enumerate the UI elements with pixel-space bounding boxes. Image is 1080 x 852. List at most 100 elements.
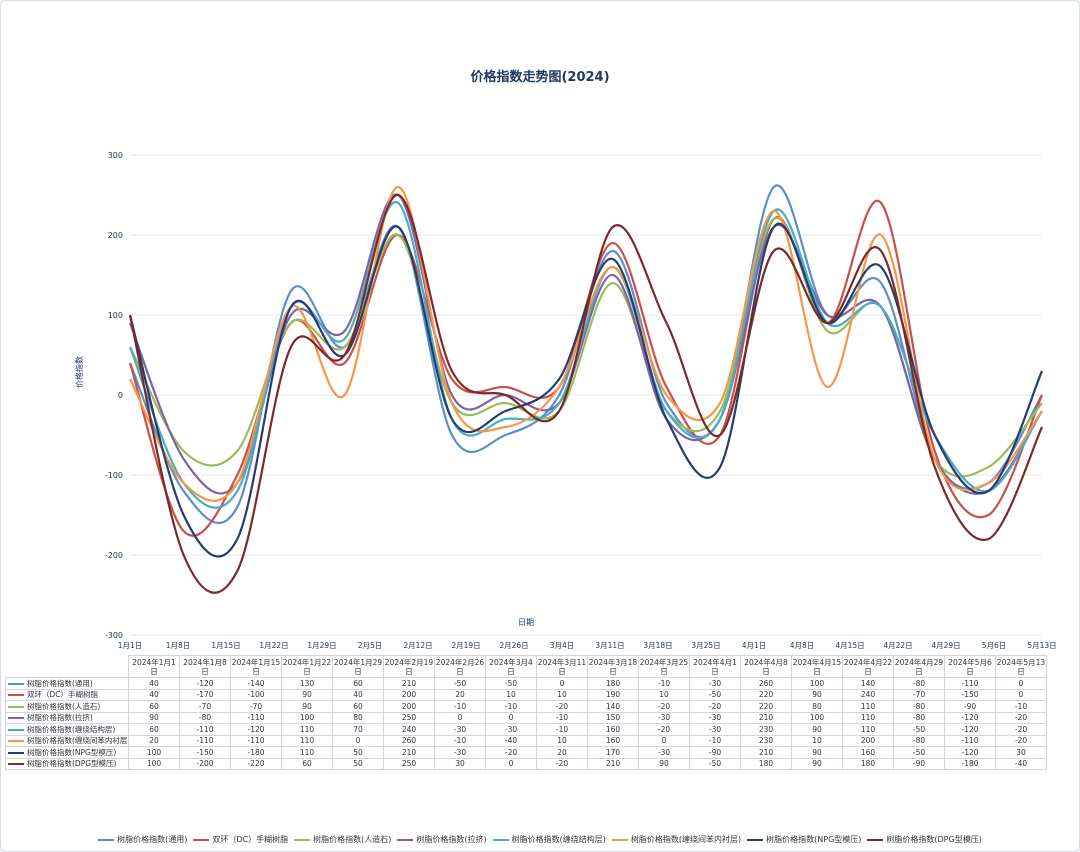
series-lines	[128, 184, 1044, 594]
x-tick-label: 3月18日	[643, 641, 672, 650]
legend-item[interactable]: 树脂价格指数(缠绕间苯内衬层)	[611, 834, 742, 845]
series-line-8	[128, 193, 1043, 594]
y-tick-label: -100	[105, 471, 123, 480]
legend-label: 树脂价格指数(缠绕间苯内衬层)	[630, 835, 742, 844]
legend-item[interactable]: 树脂价格指数(缠绕结构层)	[492, 834, 606, 845]
legend-key-icon	[747, 838, 764, 841]
x-tick-label: 1月15日	[211, 641, 240, 650]
table-cell: 160	[587, 734, 639, 747]
x-axis-ticks: 1月1日 1月8日 1月15日 1月22日 1月29日 2月5日 2月12日 2月19日 2月2…	[118, 641, 1057, 650]
legend-item[interactable]: 双环（DC）手糊树脂	[193, 834, 288, 845]
table-cell: 20	[128, 734, 180, 747]
table-row-label: 树脂价格指数(DPG型模压)	[5, 757, 129, 770]
table-cell: 260	[740, 677, 792, 690]
legend-item[interactable]: 树脂价格指数(人造石)	[294, 834, 391, 845]
legend-label: 树脂价格指数(通用)	[117, 835, 188, 844]
table-cell: -40	[995, 757, 1047, 770]
table-cell: -20	[638, 723, 690, 736]
table-cell: -20	[995, 723, 1047, 736]
table-cell: -20	[536, 700, 588, 713]
series-name: 树脂价格指数(人造石)	[27, 701, 101, 711]
table-cell: 240	[842, 688, 894, 701]
table-cell: 60	[332, 700, 384, 713]
legend-key-icon	[867, 838, 884, 841]
series-line-6	[129, 185, 1043, 502]
table-cell: -30	[638, 711, 690, 724]
table-cell: 240	[383, 723, 435, 736]
table-cell: -90	[689, 746, 741, 759]
table-cell: 90	[281, 688, 333, 701]
y-tick-label: 100	[108, 311, 123, 320]
table-cell: -20	[689, 700, 741, 713]
table-cell: 100	[791, 677, 843, 690]
table-cell: 60	[128, 723, 180, 736]
chart-title: 价格指数走势图(2024)	[470, 70, 610, 85]
table-cell: 10	[536, 688, 588, 701]
table-cell: 210	[587, 757, 639, 770]
table-column-header: 2024年1月22日	[281, 655, 333, 678]
table-cell: 40	[128, 688, 180, 701]
table-row: 树脂价格指数(缠绕间苯内衬层) 20 -110 -110 110 0 260 -10 -40 10…	[5, 734, 1047, 747]
x-tick-label: 2月26日	[499, 641, 528, 650]
table-column-header: 2024年3月11日	[536, 655, 588, 678]
table-cell: 20	[536, 746, 588, 759]
series-name: 双环（DC）手糊树脂	[27, 690, 99, 700]
legend-label: 树脂价格指数(缠绕结构层)	[511, 835, 606, 844]
table-cell: 90	[638, 757, 690, 770]
table-cell: -50	[485, 677, 537, 690]
x-tick-label: 2月5日	[358, 641, 383, 650]
table-cell: 110	[281, 746, 333, 759]
table-column-header: 2024年1月29日	[332, 655, 384, 678]
table-cell: 0	[485, 711, 537, 724]
table-cell: 50	[332, 746, 384, 759]
table-column-header: 2024年2月19日	[383, 655, 435, 678]
table-cell: 250	[383, 757, 435, 770]
x-tick-label: 3月4日	[550, 641, 575, 650]
table-row-label: 树脂价格指数(拉挤)	[5, 711, 129, 724]
table-cell: -80	[893, 711, 945, 724]
table-cell: 100	[281, 711, 333, 724]
x-tick-label: 1月8日	[166, 641, 191, 650]
table-header-row: 2024年1月1日 2024年1月8日 2024年1月15日 2024年1月22日 20…	[5, 655, 1047, 678]
legend-label: 双环（DC）手糊树脂	[212, 835, 289, 844]
table-cell: 60	[332, 677, 384, 690]
table-cell: -110	[944, 734, 996, 747]
table-cell: 160	[842, 746, 894, 759]
table-cell: -50	[893, 723, 945, 736]
table-cell: -70	[893, 688, 945, 701]
table-cell: 260	[383, 734, 435, 747]
table-cell: 10	[638, 688, 690, 701]
table-cell: 220	[740, 688, 792, 701]
table-cell: -80	[893, 677, 945, 690]
table-cell: 170	[587, 746, 639, 759]
legend-item[interactable]: 树脂价格指数(NPG型模压)	[747, 834, 861, 845]
table-row-label: 树脂价格指数(缠绕结构层)	[5, 723, 129, 736]
table-cell: 90	[791, 757, 843, 770]
series-line-1	[128, 184, 1043, 524]
table-cell: 0	[434, 711, 486, 724]
legend-item[interactable]: 树脂价格指数(通用)	[98, 834, 187, 845]
table-cell: -10	[536, 711, 588, 724]
series-name: 树脂价格指数(NPG型模压)	[27, 747, 117, 757]
legend-item[interactable]: 树脂价格指数(DPG型模压)	[867, 834, 982, 845]
table-cell: -80	[893, 734, 945, 747]
table-cell: 90	[791, 746, 843, 759]
table-cell: 0	[332, 734, 384, 747]
table-cell: -20	[995, 711, 1047, 724]
x-tick-label: 5月6日	[982, 641, 1007, 650]
legend-item[interactable]: 树脂价格指数(拉挤)	[397, 834, 487, 845]
x-tick-label: 3月11日	[595, 641, 624, 650]
table-cell: -70	[230, 700, 282, 713]
table-cell: 110	[281, 723, 333, 736]
table-cell: 140	[842, 677, 894, 690]
table-cell: 230	[740, 723, 792, 736]
series-key-icon	[8, 751, 24, 754]
table-cell: -10	[434, 734, 486, 747]
table-row-label: 树脂价格指数(人造石)	[5, 700, 129, 713]
table-corner	[5, 655, 129, 678]
table-cell: -120	[944, 746, 996, 759]
legend-key-icon	[397, 838, 414, 841]
table-cell: -180	[230, 746, 282, 759]
table-cell: -100	[230, 688, 282, 701]
table-column-header: 2024年2月26日	[434, 655, 486, 678]
